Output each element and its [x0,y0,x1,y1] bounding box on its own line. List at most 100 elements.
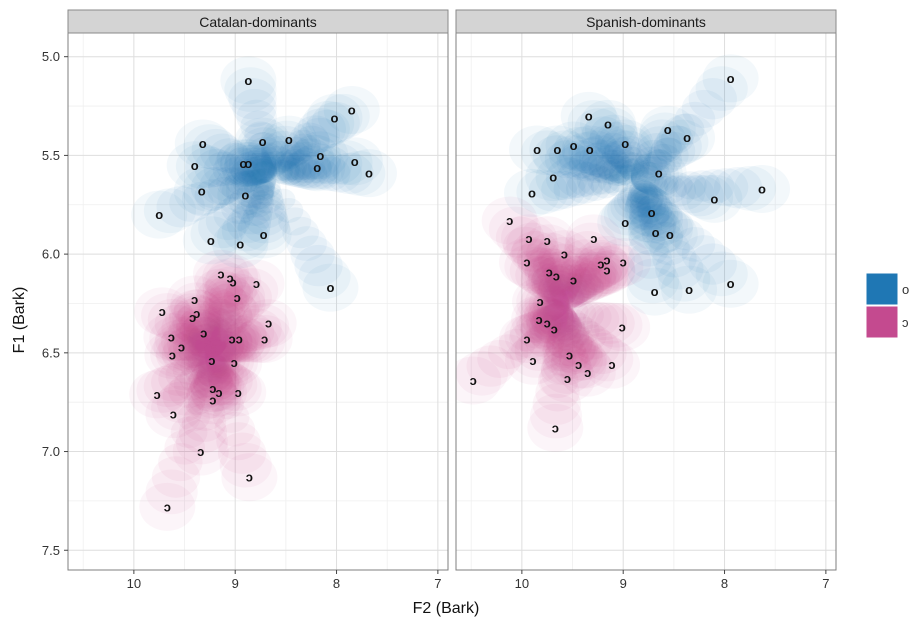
density-c-blob [466,345,515,387]
density-c-blob [540,278,574,307]
density-o-blob [221,170,274,216]
density-c-blob [167,337,209,372]
density-o-blob [634,186,664,212]
facet-strip [455,9,837,34]
density-c-blob [203,339,230,362]
density-c-blob [202,281,248,320]
density-o-blob [633,153,663,179]
density-o-blob [183,124,236,169]
density-o-blob [212,154,250,186]
density-o-blob [251,168,277,190]
density-o-blob [252,142,278,165]
density-o-blob [663,172,693,198]
point-o: o [664,122,672,137]
density-o-blob [287,133,321,162]
density-o-blob [245,193,287,229]
density-c-blob [542,286,568,308]
density-c-blob [174,322,208,351]
density-c-blob [527,255,564,288]
density-o-blob [608,159,639,185]
density-o-blob [713,167,763,209]
density-c-blob [563,300,589,322]
density-c-blob [186,323,228,359]
density-c-blob [529,304,582,350]
density-c-blob [207,330,245,363]
density-c-blob [576,251,629,296]
y-tick-label: 6.5 [42,345,60,360]
density-o-blob [244,137,286,172]
density-o-blob [688,243,737,285]
density-c-blob [569,320,607,353]
density-o-blob [217,170,274,219]
density-c-blob [199,344,225,367]
density-o-blob [597,168,627,194]
density-c-blob [204,330,231,353]
density-c-blob [168,316,205,348]
density-o-blob [653,202,683,228]
density-o-blob [653,137,683,163]
density-o-blob [200,133,245,172]
density-o-blob [703,168,749,207]
density-c-blob [567,257,612,296]
point-c: ɔ [536,294,543,309]
density-c-blob [172,427,229,476]
density-o-blob [242,132,287,171]
density-o-blob [219,174,249,200]
density-c-blob [558,272,588,298]
density-c-blob [230,321,279,363]
density-c-blob [564,222,617,268]
density-o-blob [637,162,663,184]
density-o-blob [224,167,258,196]
density-c-blob [542,301,576,331]
density-c-blob [543,257,585,293]
density-o-blob [695,66,748,111]
density-c-blob [456,350,509,396]
density-o-blob [317,154,363,193]
density-c-blob [209,327,235,350]
density-c-blob [216,302,254,334]
density-o-blob [240,110,277,142]
density-c-blob [549,317,579,342]
density-c-level [519,266,597,358]
point-c: ɔ [265,316,272,331]
density-o-blob [587,166,620,195]
density-c-blob [186,373,239,419]
density-c-blob [572,239,629,288]
density-o-blob [675,175,724,217]
density-c-blob [530,256,584,302]
density-o-blob [320,140,373,185]
density-o-blob [224,67,277,112]
density-c-blob [515,295,568,341]
density-o-blob [648,137,689,173]
density-o-blob [674,101,716,137]
density-o-blob [688,78,737,120]
density-o-blob [278,163,304,185]
density-o-blob [626,183,668,219]
density-c-blob [209,273,266,322]
density-c-blob [195,335,221,357]
density-c-blob [526,299,575,341]
density-o-blob [340,149,397,198]
density-c-blob [562,279,592,305]
point-o: o [710,191,718,206]
point-o: o [331,110,339,125]
point-c: ɔ [235,385,242,400]
density-c-blob [537,363,579,398]
density-c-blob [192,331,226,360]
density-c-blob [526,305,583,354]
density-o-level [565,113,721,255]
point-o: o [533,142,541,157]
density-o-blob [174,119,231,168]
density-c-blob [197,357,234,390]
density-c-level [477,226,628,412]
density-c-blob [198,355,232,384]
density-o-blob [667,218,705,251]
density-c-blob [194,361,231,394]
density-c-blob [205,339,231,362]
point-o: o [758,181,766,196]
density-c-blob [567,267,604,299]
point-o: o [348,102,356,117]
density-c-blob [190,339,216,361]
density-c-blob [168,329,213,368]
